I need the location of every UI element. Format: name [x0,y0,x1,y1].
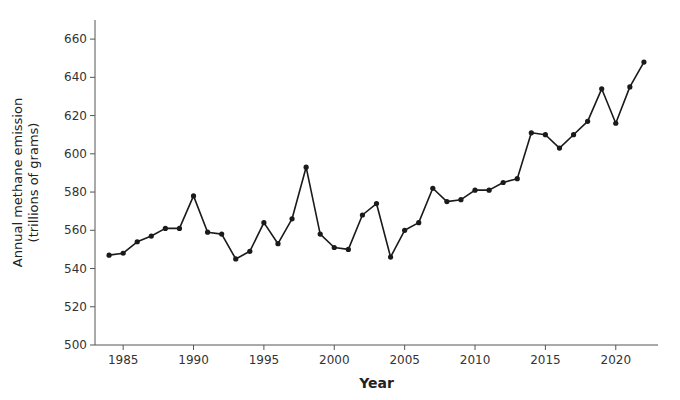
data-point [332,245,337,250]
x-tick-label: 1995 [249,353,280,367]
data-point [289,216,294,221]
data-point [571,132,576,137]
x-tick [404,345,405,350]
x-tick [263,345,264,350]
y-axis-label-line: Annual methane emission [10,98,25,267]
x-tick-label: 2020 [601,353,632,367]
y-tick-label: 500 [64,338,87,352]
data-point [585,119,590,124]
x-tick [193,345,194,350]
x-tick [334,345,335,350]
data-line [109,62,644,259]
x-tick-label: 2015 [530,353,561,367]
y-tick-label: 600 [64,147,87,161]
y-tick-label: 520 [64,300,87,314]
data-point [402,228,407,233]
y-tick [90,230,95,231]
y-tick-label: 560 [64,223,87,237]
data-point [529,130,534,135]
data-point [135,239,140,244]
y-tick [90,77,95,78]
y-tick-label: 580 [64,185,87,199]
y-tick [90,192,95,193]
data-point [388,254,393,259]
data-point [515,176,520,181]
y-tick [90,115,95,116]
chart: 1985 1990 1995 2000 2005 2010 2015 2020 500 520 54… [0,0,680,400]
data-point [416,220,421,225]
y-tick-label: 640 [64,70,87,84]
data-point [121,251,126,256]
y-tick [90,39,95,40]
data-point [233,256,238,261]
data-point [444,199,449,204]
y-tick-label: 660 [64,32,87,46]
data-point [219,232,224,237]
data-point [106,253,111,258]
data-point [191,193,196,198]
data-point [613,121,618,126]
data-point [163,226,168,231]
data-point [430,186,435,191]
data-point [543,132,548,137]
x-tick-label: 1990 [178,353,209,367]
data-point [472,188,477,193]
data-point [177,226,182,231]
x-tick-label: 1985 [108,353,139,367]
data-point [261,220,266,225]
x-axis-label: Year [358,375,394,391]
x-tick-label: 2010 [460,353,491,367]
x-tick [123,345,124,350]
plot-area [106,59,646,261]
data-point [374,201,379,206]
data-point [247,249,252,254]
x-tick [475,345,476,350]
x-tick-label: 2005 [389,353,420,367]
y-axis-label-line: (trillions of grams) [26,123,41,243]
y-tick-label: 620 [64,109,87,123]
data-point [360,212,365,217]
data-point [205,230,210,235]
data-point [599,86,604,91]
y-tick [90,345,95,346]
x-tick [615,345,616,350]
data-point [318,232,323,237]
data-point [501,180,506,185]
data-point [487,188,492,193]
x-tick-label: 2000 [319,353,350,367]
y-tick-label: 540 [64,262,87,276]
x-tick [545,345,546,350]
y-tick [90,306,95,307]
y-axis-label: Annual methane emission(trillions of gra… [10,98,41,267]
y-tick [90,268,95,269]
data-point [458,197,463,202]
data-point [346,247,351,252]
data-point [275,241,280,246]
data-point [149,233,154,238]
data-point [304,165,309,170]
data-point [641,59,646,64]
y-axis-line [95,20,96,345]
y-tick [90,153,95,154]
data-point [557,145,562,150]
x-axis-line [95,345,658,346]
data-point [627,84,632,89]
